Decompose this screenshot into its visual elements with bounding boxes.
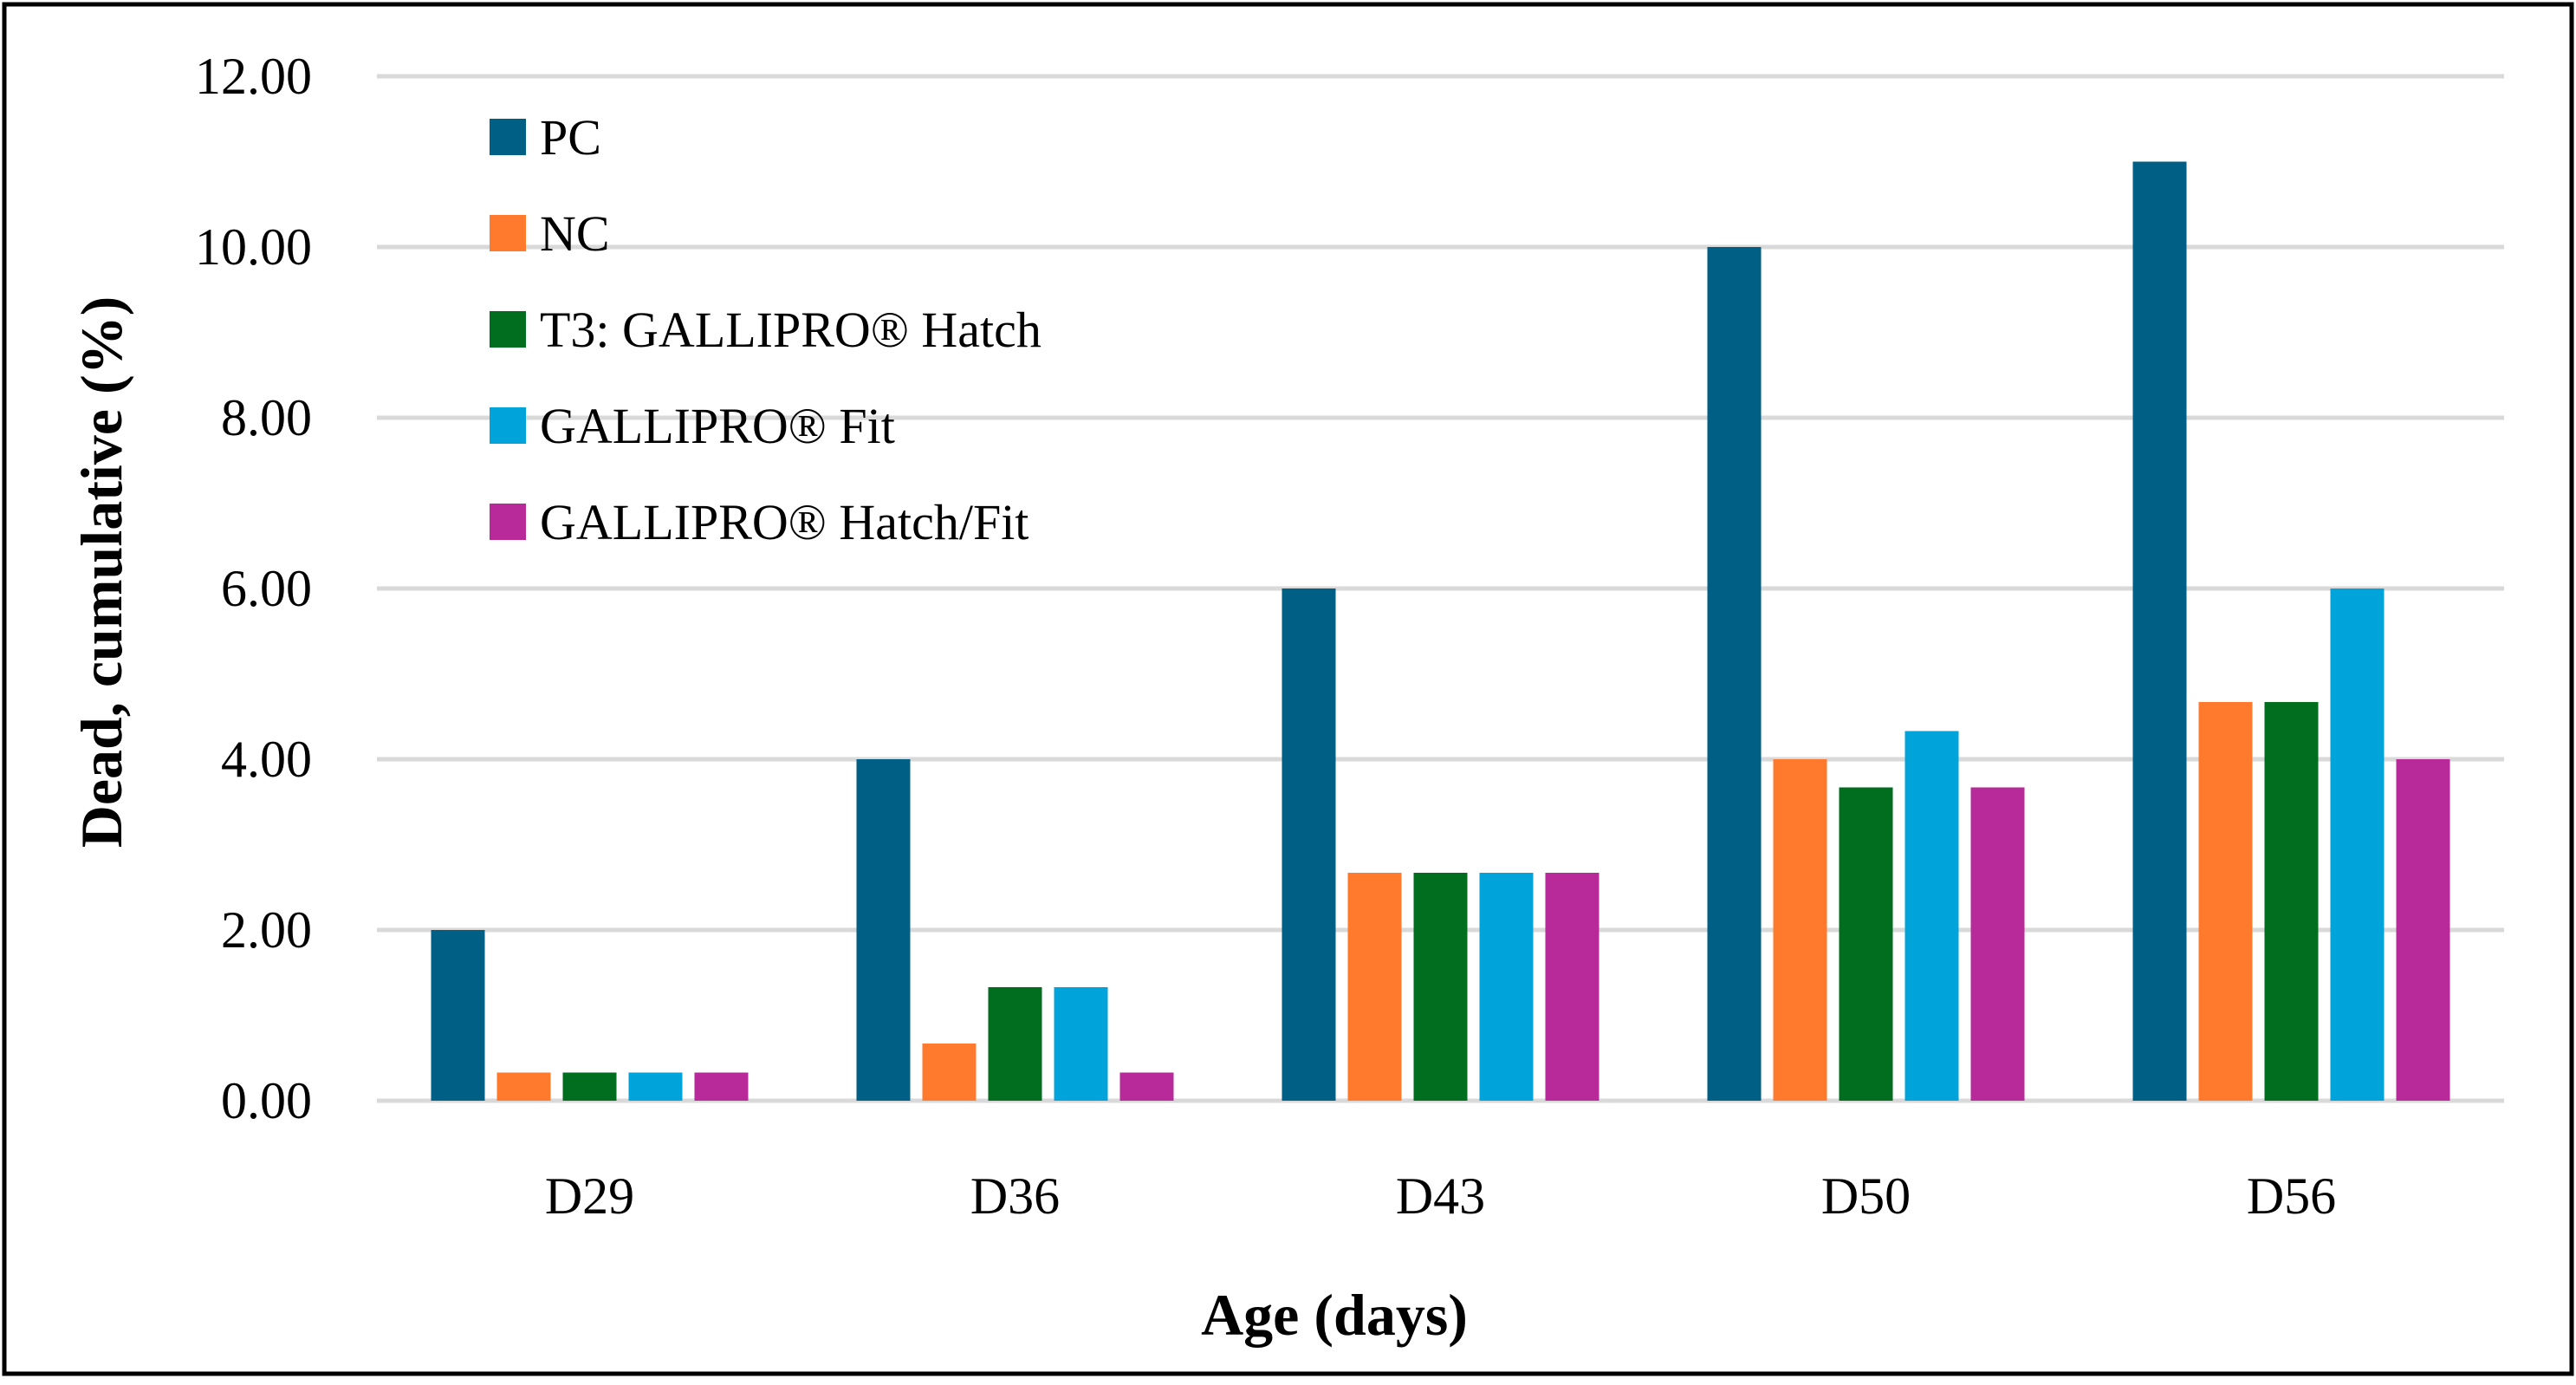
y-tick-label: 6.00: [221, 560, 312, 617]
y-tick-label: 0.00: [221, 1072, 312, 1129]
x-axis-title: Age (days): [1201, 1282, 1468, 1348]
legend-label: PC: [540, 109, 601, 166]
bar-gallipro-fit-d56: [2330, 588, 2385, 1101]
x-tick-label: D36: [970, 1167, 1060, 1225]
bar-pc-d29: [431, 930, 485, 1101]
bar-gallipro-hatch-fit-d36: [1119, 1072, 1174, 1101]
bar-nc-d50: [1773, 759, 1827, 1101]
legend: PC NC T3: GALLIPRO® Hatch GALLIPRO® Fit GALL…: [490, 109, 1041, 550]
y-tick-label: 4.00: [221, 731, 312, 788]
bar-nc-d29: [496, 1072, 551, 1101]
y-axis-title: Dead, cumulative (%): [68, 296, 134, 848]
bar-gallipro-fit-d50: [1904, 731, 1959, 1101]
x-tick-label: D29: [545, 1167, 634, 1225]
legend-label: T3: GALLIPRO® Hatch: [540, 302, 1041, 358]
bar-nc-d56: [2198, 702, 2253, 1101]
bar-t3-gallipro-hatch-d50: [1839, 787, 1893, 1101]
legend-label: GALLIPRO® Hatch/Fit: [540, 494, 1028, 550]
bar-nc-d36: [922, 1044, 977, 1101]
y-tick-label: 10.00: [195, 218, 312, 276]
legend-label: NC: [540, 205, 610, 262]
legend-swatch: [490, 407, 526, 444]
bar-t3-gallipro-hatch-d56: [2264, 702, 2319, 1101]
bar-nc-d43: [1347, 873, 1402, 1101]
bar-t3-gallipro-hatch-d36: [988, 986, 1042, 1101]
bar-pc-d36: [856, 759, 911, 1101]
bars: [431, 161, 2450, 1101]
x-tick-label: D43: [1396, 1167, 1485, 1225]
x-tick-label: D50: [1821, 1167, 1911, 1225]
y-tick-label: 8.00: [221, 389, 312, 446]
y-tick-label: 2.00: [221, 901, 312, 959]
bar-gallipro-hatch-fit-d56: [2396, 759, 2450, 1101]
legend-swatch: [490, 504, 526, 540]
y-axis-ticks: 0.00 2.00 4.00 6.00 8.00 10.00 12.00: [195, 48, 312, 1129]
bar-t3-gallipro-hatch-d29: [562, 1072, 617, 1101]
legend-label: GALLIPRO® Fit: [540, 398, 895, 454]
bar-gallipro-hatch-fit-d50: [1970, 787, 2025, 1101]
bar-gallipro-fit-d36: [1054, 986, 1108, 1101]
bar-pc-d43: [1282, 588, 1336, 1101]
bar-gallipro-hatch-fit-d29: [694, 1072, 749, 1101]
x-axis-ticks: D29 D36 D43 D50 D56: [545, 1167, 2336, 1225]
legend-swatch: [490, 311, 526, 348]
bar-gallipro-fit-d43: [1479, 873, 1534, 1101]
bar-pc-d50: [1707, 247, 1762, 1101]
legend-swatch: [490, 215, 526, 251]
legend-swatch: [490, 119, 526, 155]
x-tick-label: D56: [2247, 1167, 2336, 1225]
bar-pc-d56: [2132, 161, 2187, 1101]
bar-gallipro-hatch-fit-d43: [1545, 873, 1599, 1101]
bar-gallipro-fit-d29: [628, 1072, 683, 1101]
bar-t3-gallipro-hatch-d43: [1413, 873, 1468, 1101]
y-tick-label: 12.00: [195, 48, 312, 105]
